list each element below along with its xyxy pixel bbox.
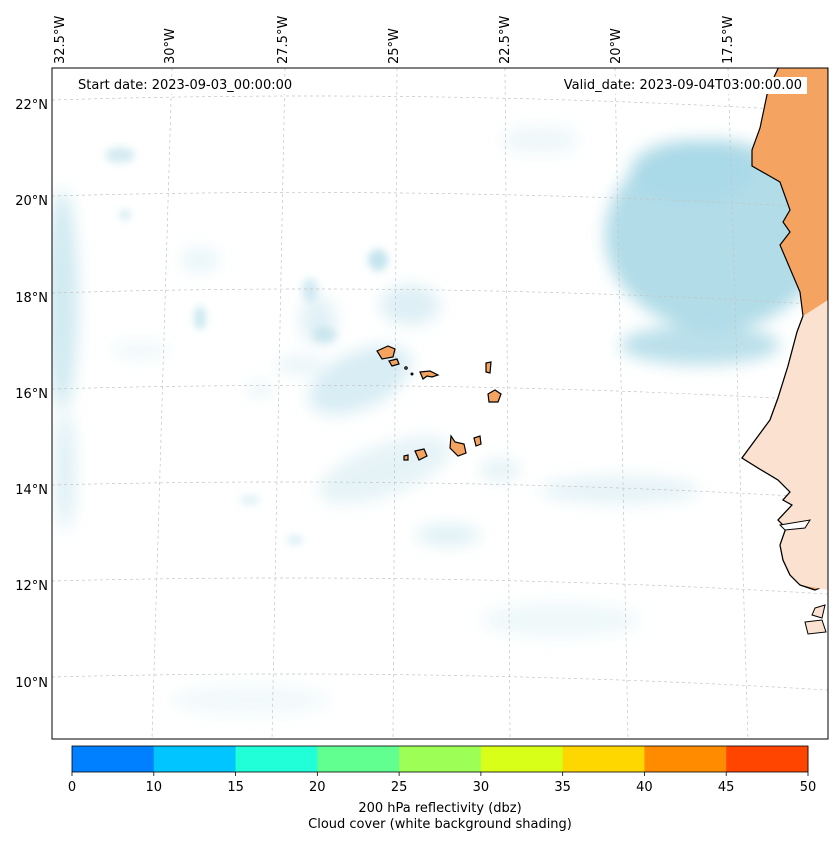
colorbar-tick-label: 15 <box>227 780 244 795</box>
island-sao-vicente <box>388 358 400 367</box>
colorbar-segment <box>399 746 482 772</box>
colorbar-segment <box>153 746 237 772</box>
colorbar-segment <box>480 746 564 772</box>
colorbar-segment <box>644 746 727 772</box>
colorbar-segment <box>726 746 809 772</box>
island-sal <box>485 361 492 374</box>
lon-label-25w: 25°W <box>387 28 402 64</box>
lat-label-12n: 12°N <box>15 579 48 594</box>
colorbar-tick-label: 35 <box>554 780 571 795</box>
lon-label-30w: 30°W <box>163 28 178 64</box>
colorbar-segment <box>72 746 155 772</box>
colorbar-caption-line2: Cloud cover (white background shading) <box>308 817 572 832</box>
lat-label-16n: 16°N <box>15 387 48 402</box>
colorbar-tick-label: 0 <box>67 780 77 795</box>
islet-razo <box>410 372 414 376</box>
island-santo-antao <box>376 345 396 360</box>
colorbar-frame <box>71 745 809 773</box>
colorbar-tick-label: 50 <box>799 780 817 795</box>
lat-label-20n: 20°N <box>15 194 48 209</box>
island-maio <box>473 435 482 447</box>
island-brava <box>403 454 409 461</box>
lat-label-14n: 14°N <box>15 483 48 498</box>
colorbar-segment <box>562 746 645 772</box>
lon-label-22-5w: 22.5°W <box>498 15 513 64</box>
colorbar-tick-label: 40 <box>636 780 653 795</box>
valid-date-label: Valid_date: 2023-09-04T03:00:00.00 <box>558 77 807 94</box>
lon-label-17-5w: 17.5°W <box>721 15 736 64</box>
lat-label-22n: 22°N <box>15 98 48 113</box>
colorbar-tick-label: 20 <box>309 780 326 795</box>
lon-label-27-5w: 27.5°W <box>276 15 291 64</box>
africa-coastline <box>741 68 828 635</box>
lon-label-32-5w: 32.5°W <box>53 15 68 64</box>
lon-label-20w: 20°W <box>609 28 624 64</box>
colorbar-tick-label: 45 <box>717 780 735 795</box>
island-boa-vista <box>487 389 502 403</box>
graticule <box>52 68 828 739</box>
start-date-label: Start date: 2023-09-03_00:00:00 <box>73 77 298 94</box>
colorbar <box>72 746 809 772</box>
island-santa-luzia <box>404 366 408 370</box>
colorbar-segment <box>317 746 400 772</box>
map-area <box>52 68 828 739</box>
cape-verde-islands <box>376 345 502 461</box>
island-sao-nicolau <box>419 370 440 380</box>
map-frame <box>51 67 829 740</box>
colorbar-segment <box>235 746 318 772</box>
colorbar-tick-label: 30 <box>472 780 490 795</box>
lat-label-10n: 10°N <box>15 676 48 691</box>
colorbar-ticks <box>71 772 809 776</box>
colorbar-caption-line1: 200 hPa reflectivity (dbz) <box>358 801 522 816</box>
colorbar-tick-label: 10 <box>145 780 163 795</box>
island-fogo <box>414 448 428 461</box>
colorbar-tick-label: 25 <box>390 780 408 795</box>
island-santiago <box>449 434 467 457</box>
lat-label-18n: 18°N <box>15 291 48 306</box>
